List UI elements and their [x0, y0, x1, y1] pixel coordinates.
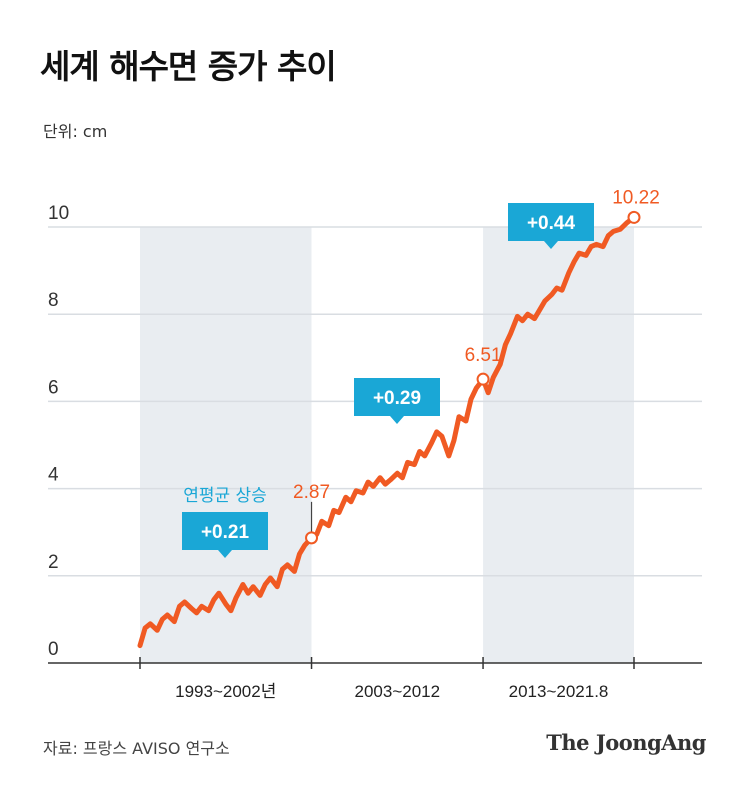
- rate-badge-pointer-1: [390, 416, 404, 424]
- source-note: 자료: 프랑스 AVISO 연구소: [43, 739, 230, 758]
- y-tick-labels: 0 2 4 6 8 10: [48, 203, 69, 660]
- rate-badge-value: +0.29: [373, 388, 421, 409]
- marker-value-label: 10.22: [612, 187, 660, 208]
- period-label: 1993~2002년: [175, 682, 276, 701]
- y-tick-label: 8: [48, 290, 59, 311]
- rate-badge-2: [508, 203, 594, 241]
- rate-badges: +0.21 +0.29 +0.44 연평균 상승: [182, 203, 594, 558]
- x-axis: 1993~2002년 2003~2012 2013~2021.8: [48, 657, 702, 701]
- publisher-logo: The JoongAng: [546, 730, 706, 755]
- rate-badge-pointer-0: [218, 550, 232, 558]
- y-tick-label: 0: [48, 639, 59, 660]
- unit-label: 단위: cm: [43, 122, 108, 141]
- chart-title: 세계 해수면 증가 추이: [40, 47, 337, 86]
- period-label: 2013~2021.8: [509, 682, 609, 701]
- rate-badge-1: [354, 378, 440, 416]
- y-tick-label: 2: [48, 552, 59, 573]
- marker-point-0: [305, 531, 319, 545]
- period-band-0: [140, 227, 312, 663]
- period-bands: [140, 227, 634, 663]
- rate-badge-0: [182, 512, 268, 550]
- marker-value-label: 2.87: [293, 482, 330, 503]
- y-tick-label: 6: [48, 377, 59, 398]
- period-band-2: [483, 227, 634, 663]
- rate-caption: 연평균 상승: [183, 486, 267, 506]
- y-tick-label: 4: [48, 465, 59, 486]
- period-label: 2003~2012: [355, 682, 441, 701]
- series-line: [137, 214, 637, 649]
- marker-point-1: [476, 372, 490, 386]
- y-tick-label: 10: [48, 203, 69, 224]
- sea-level-line: [137, 214, 637, 649]
- marker-value-label: 6.51: [465, 345, 502, 366]
- rate-badge-value: +0.44: [527, 213, 576, 234]
- rate-badge-value: +0.21: [201, 522, 250, 543]
- rate-badge-pointer-2: [544, 241, 558, 249]
- marker-point-2: [627, 210, 641, 224]
- value-markers: 2.87 6.51 10.22: [293, 187, 660, 545]
